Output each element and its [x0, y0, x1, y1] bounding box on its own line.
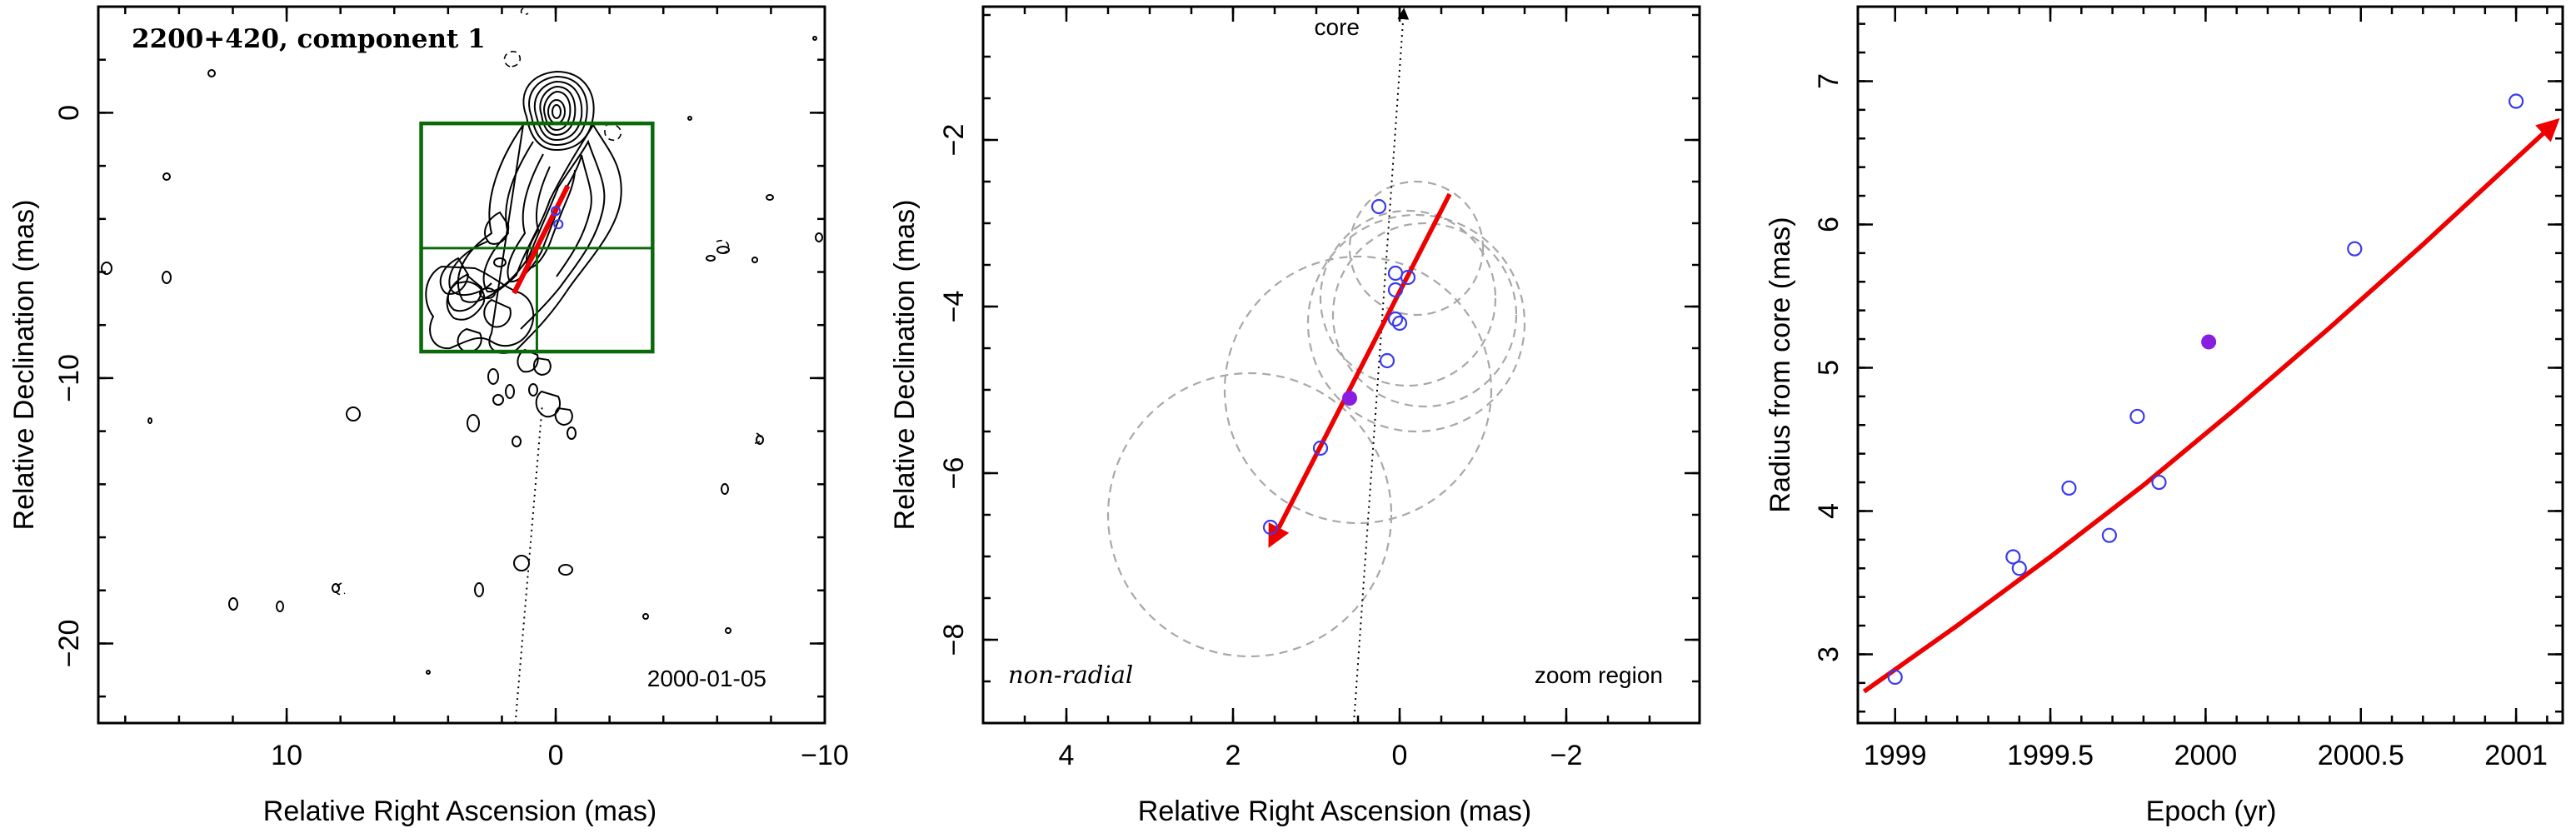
- core-direction-line: [1353, 7, 1410, 723]
- y-tick-label: −10: [53, 354, 85, 402]
- y-tick-label: −8: [938, 624, 970, 656]
- error-circle: [1319, 209, 1497, 387]
- x-tick-label: 4: [1059, 740, 1075, 771]
- core-direction-line: [514, 404, 543, 723]
- error-circle: [1106, 372, 1393, 658]
- x-tick-label: 10: [271, 740, 302, 771]
- y-tick-label: 6: [1813, 217, 1845, 232]
- chart-title: 2200+420, component 1: [132, 24, 486, 54]
- x-tick-label: −10: [801, 740, 849, 771]
- x-tick-label: 0: [1392, 740, 1408, 771]
- data-point: [2508, 93, 2524, 109]
- panel-contour-map: 10 0 −10 0 −10 −20 2200+420, component 1 2000…: [8, 5, 849, 827]
- y-tick-label: 7: [1813, 73, 1845, 89]
- component-points: [550, 206, 564, 230]
- data-point: [1387, 282, 1404, 298]
- data-point: [1887, 669, 1903, 686]
- y-axis-label: Radius from core (mas): [1765, 217, 1796, 512]
- panel-zoom-region: 4 2 0 −2 −2 −4 −6 −8 core non-radial zoom regio…: [889, 5, 1701, 827]
- x-tick-label: 0: [548, 740, 564, 771]
- y-tick-label: 0: [53, 105, 85, 121]
- panel-radius-vs-epoch: 1999 1999.5 2000 2000.5 2001 3 4 5 6 7 Epoch (yr)…: [1765, 5, 2564, 827]
- x-tick-label: −2: [1550, 740, 1583, 771]
- data-point: [1387, 265, 1404, 282]
- data-point: [1387, 311, 1404, 327]
- x-tick-label: 1999: [1864, 740, 1927, 771]
- data-point: [2129, 408, 2145, 425]
- zoom-box-outline: [419, 121, 655, 354]
- data-point: [2101, 527, 2117, 543]
- data-point: [1400, 269, 1416, 286]
- frame: [1856, 5, 2564, 725]
- core-label: core: [1315, 14, 1360, 40]
- fit-curve: [1862, 117, 2560, 694]
- highlight-point: [1342, 391, 1357, 406]
- data-points: [1887, 93, 2524, 686]
- data-point: [2151, 474, 2167, 491]
- non-radial-label: non-radial: [1008, 661, 1133, 689]
- data-point: [1370, 198, 1387, 215]
- data-point: [2011, 561, 2027, 576]
- y-tick-label: −20: [53, 620, 85, 668]
- x-tick-label: 2000: [2174, 740, 2238, 771]
- x-tick-label: 2000.5: [2318, 740, 2404, 771]
- y-tick-label: −6: [938, 457, 970, 490]
- x-axis-label: Epoch (yr): [2146, 796, 2277, 827]
- axis-ticks: 4 2 0 −2 −2 −4 −6 −8: [938, 7, 1700, 771]
- contour-map: [101, 7, 823, 675]
- axis-ticks: 1999 1999.5 2000 2000.5 2001 3 4 5 6 7: [1813, 7, 2563, 771]
- y-tick-label: 3: [1813, 646, 1845, 662]
- y-tick-label: −2: [938, 124, 970, 157]
- x-tick-label: 1999.5: [2007, 740, 2094, 771]
- component-points: [1262, 198, 1416, 536]
- fit-vector: [512, 184, 571, 295]
- y-tick-label: −4: [938, 291, 970, 323]
- fit-vector: [1268, 192, 1452, 548]
- data-point: [2347, 241, 2363, 257]
- data-point: [1391, 315, 1408, 332]
- data-point: [1262, 519, 1279, 536]
- y-axis-label: Relative Declination (mas): [889, 200, 921, 531]
- y-axis-label: Relative Declination (mas): [8, 200, 40, 531]
- error-circle: [1348, 180, 1485, 317]
- x-tick-label: 2001: [2484, 740, 2548, 771]
- error-circles: [1106, 180, 1526, 658]
- data-point: [1312, 440, 1329, 456]
- x-axis-label: Relative Right Ascension (mas): [263, 796, 656, 827]
- data-point: [553, 219, 564, 230]
- error-circle: [1331, 222, 1518, 408]
- zoom-region-label: zoom region: [1535, 662, 1663, 688]
- data-point: [2005, 549, 2021, 565]
- y-tick-label: 5: [1813, 360, 1845, 376]
- frame: [981, 5, 1701, 725]
- x-axis-label: Relative Right Ascension (mas): [1138, 796, 1531, 827]
- epoch-label: 2000-01-05: [647, 666, 766, 691]
- y-tick-label: 4: [1813, 503, 1845, 519]
- axis-ticks: 10 0 −10 0 −10 −20: [53, 5, 849, 771]
- frame: [97, 5, 826, 725]
- highlight-point: [2201, 334, 2217, 350]
- error-circle: [1223, 255, 1493, 525]
- data-point: [550, 206, 562, 217]
- data-point: [2061, 480, 2077, 496]
- data-point: [1379, 352, 1395, 369]
- error-circle: [1306, 213, 1526, 433]
- x-tick-label: 2: [1226, 740, 1241, 771]
